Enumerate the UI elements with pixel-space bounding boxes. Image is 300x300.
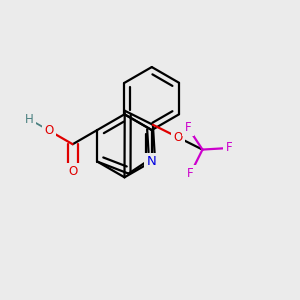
Text: F: F [184, 121, 191, 134]
Text: H: H [25, 113, 34, 126]
Text: O: O [44, 124, 53, 137]
Text: O: O [173, 131, 182, 144]
Text: N: N [147, 155, 157, 168]
Text: O: O [68, 165, 77, 178]
Text: F: F [187, 167, 194, 180]
Text: F: F [226, 142, 232, 154]
